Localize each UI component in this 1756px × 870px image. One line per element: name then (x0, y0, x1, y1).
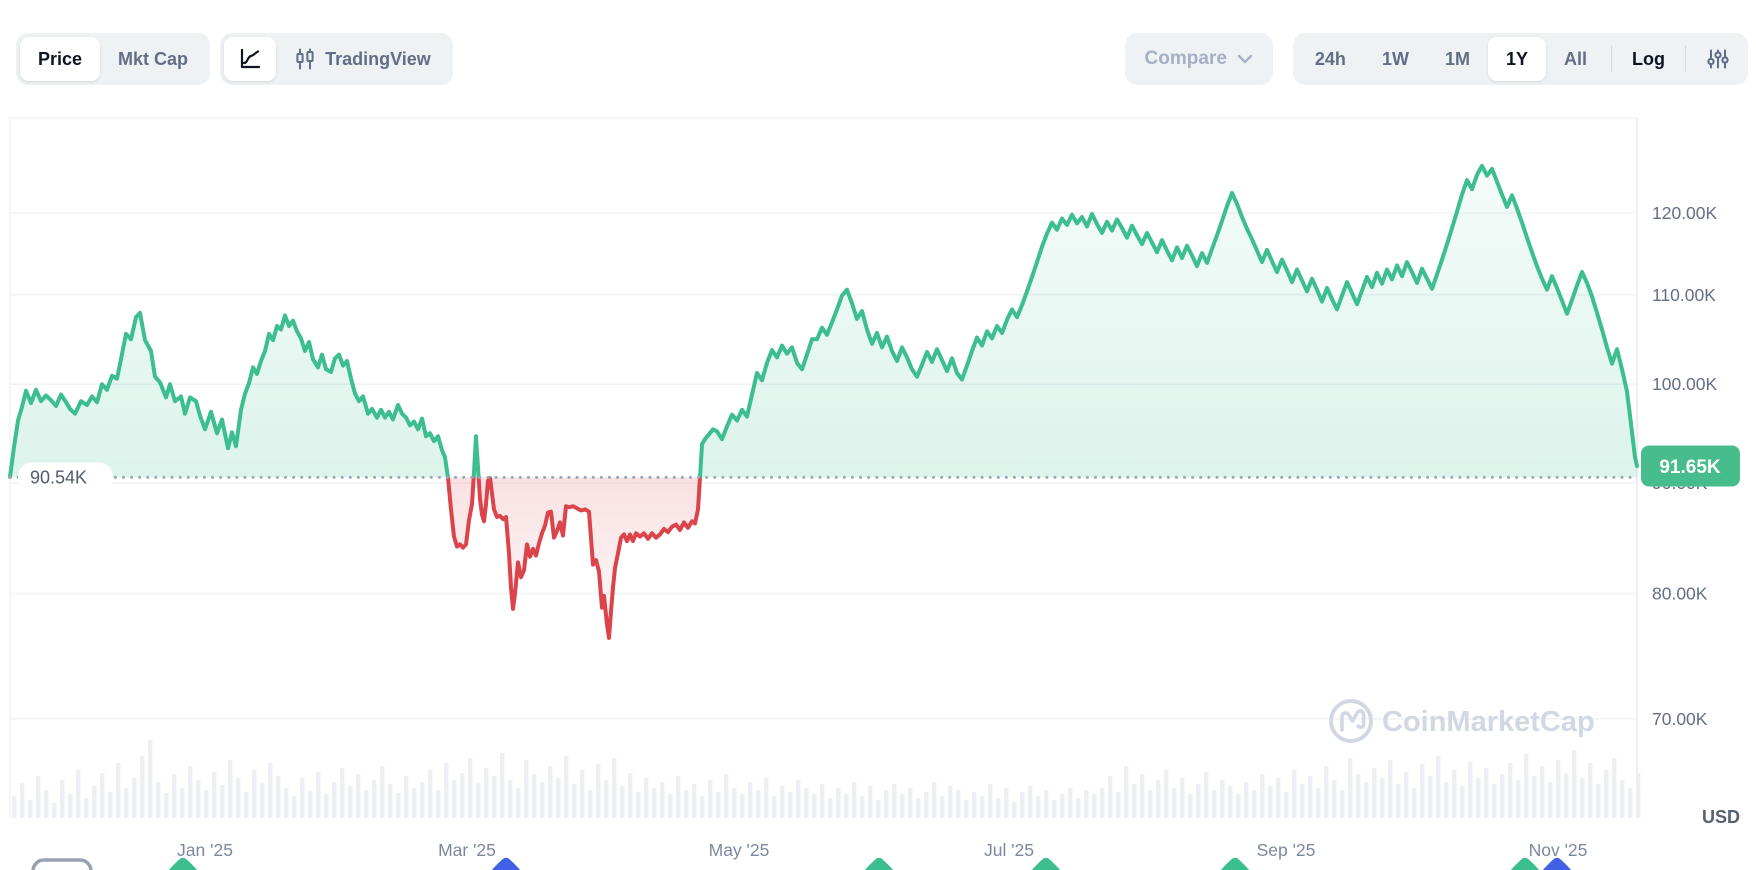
sliders-icon (1706, 47, 1730, 71)
bottom-strip-handle (31, 858, 93, 870)
bottom-strip-marker (168, 857, 198, 870)
range-selector: 24h 1W 1M 1Y All Log (1292, 33, 1748, 85)
line-chart-button[interactable] (224, 37, 277, 81)
tradingview-button[interactable]: TradingView (276, 37, 449, 81)
y-axis-label: 80.00K (1652, 583, 1708, 603)
current-price-badge (1641, 445, 1740, 487)
current-price-value: 91.65K (1659, 457, 1721, 478)
range-1w[interactable]: 1W (1364, 37, 1427, 81)
line-chart-icon (238, 47, 262, 71)
y-axis-label: 70.00K (1652, 709, 1708, 729)
x-axis-label: Jan '25 (177, 840, 233, 860)
x-axis-label: Nov '25 (1529, 840, 1588, 860)
bottom-strip-marker (1220, 857, 1250, 870)
bottom-strip-marker (864, 857, 894, 870)
baseline-price-pill (18, 462, 113, 493)
divider (1685, 46, 1686, 72)
chart-toolbar: Price Mkt Cap (16, 33, 1748, 85)
svg-text:CoinMarketCap: CoinMarketCap (1382, 706, 1595, 738)
y-axis-label: 110.00K (1652, 285, 1716, 305)
range-1m[interactable]: 1M (1427, 37, 1488, 81)
bottom-strip-marker (1510, 857, 1540, 870)
tradingview-label: TradingView (325, 48, 431, 69)
mktcap-tab[interactable]: Mkt Cap (100, 37, 206, 81)
chart-settings-button[interactable] (1692, 37, 1744, 81)
volume-bars (12, 740, 1641, 818)
y-axis-label: 120.00K (1652, 203, 1718, 223)
compare-label: Compare (1144, 48, 1227, 69)
chart-type-toggle: TradingView (220, 33, 453, 85)
y-axis-label: 100.00K (1652, 374, 1718, 394)
x-axis-label: Sep '25 (1257, 840, 1316, 860)
chevron-down-icon (1237, 54, 1253, 64)
price-tab[interactable]: Price (20, 37, 101, 81)
x-axis-label: Jul '25 (984, 840, 1034, 860)
range-1y[interactable]: 1Y (1487, 37, 1546, 81)
bottom-strip-marker (1542, 857, 1572, 870)
area-below-baseline (447, 477, 701, 638)
compare-button[interactable]: Compare (1124, 33, 1273, 85)
x-axis-label: May '25 (709, 840, 770, 860)
coinmarketcap-watermark: CoinMarketCap (1329, 699, 1595, 743)
range-all[interactable]: All (1546, 37, 1605, 81)
bottom-strip-marker (491, 857, 521, 870)
x-axis-label: Mar '25 (438, 840, 496, 860)
baseline-price-label: 90.54K (30, 467, 87, 487)
bottom-strip-marker (1031, 857, 1061, 870)
range-24h[interactable]: 24h (1297, 37, 1364, 81)
price-line-green (8, 163, 1639, 478)
candlestick-icon (294, 47, 316, 71)
price-mktcap-toggle: Price Mkt Cap (16, 33, 211, 85)
currency-unit-label: USD (1702, 807, 1740, 827)
log-scale-button[interactable]: Log (1618, 37, 1679, 81)
area-above-baseline (10, 165, 1637, 478)
divider (1611, 46, 1612, 72)
